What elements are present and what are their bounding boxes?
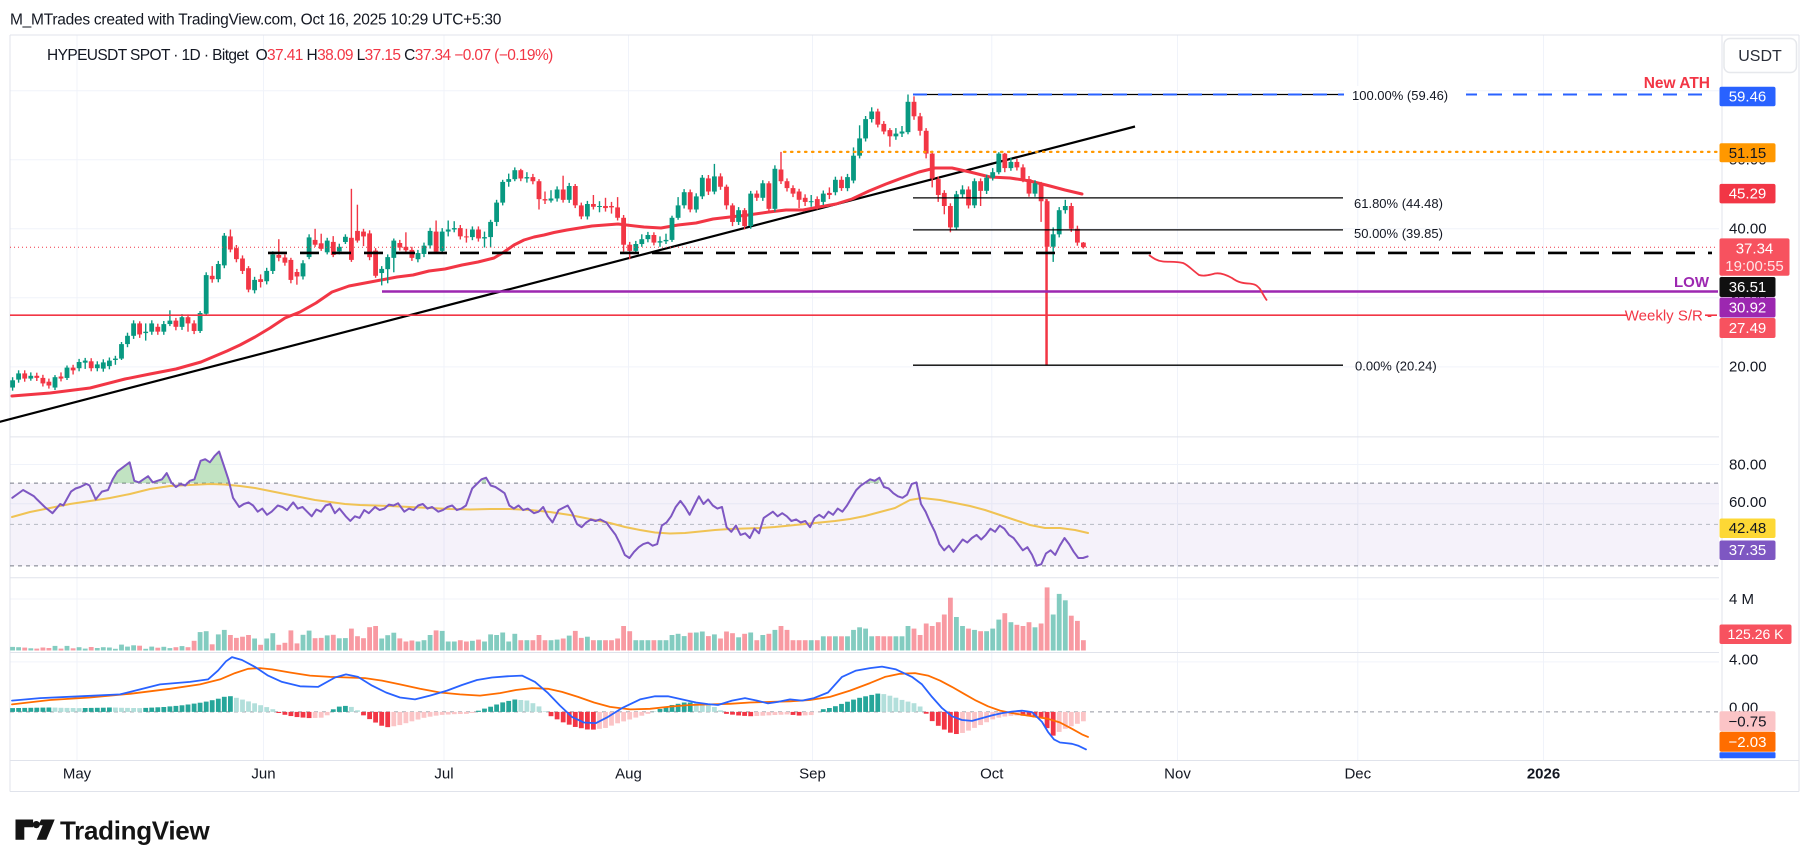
svg-text:Jun: Jun (251, 766, 275, 783)
svg-text:0.00% (20.24): 0.00% (20.24) (1355, 359, 1437, 374)
svg-text:59.46: 59.46 (1729, 89, 1767, 106)
svg-text:80.00: 80.00 (1729, 456, 1767, 473)
svg-text:New ATH: New ATH (1644, 75, 1710, 92)
svg-text:42.48: 42.48 (1729, 520, 1767, 537)
svg-text:M_MTrades created with Trading: M_MTrades created with TradingView.com, … (10, 12, 502, 29)
svg-text:−2.03: −2.03 (1729, 734, 1767, 751)
svg-text:2026: 2026 (1527, 766, 1560, 783)
svg-text:61.80% (44.48): 61.80% (44.48) (1354, 196, 1443, 211)
svg-text:4 M: 4 M (1729, 591, 1754, 608)
svg-text:50.00% (39.85): 50.00% (39.85) (1354, 226, 1443, 241)
svg-text:27.49: 27.49 (1729, 320, 1767, 337)
svg-text:Nov: Nov (1164, 766, 1191, 783)
svg-text:Sep: Sep (799, 766, 826, 783)
svg-text:Dec: Dec (1344, 766, 1371, 783)
svg-text:Aug: Aug (615, 766, 642, 783)
svg-text:−0.75: −0.75 (1729, 713, 1767, 730)
svg-text:51.15: 51.15 (1729, 145, 1767, 162)
svg-text:37.35: 37.35 (1729, 542, 1767, 559)
svg-text:Jul: Jul (434, 766, 453, 783)
svg-text:HYPEUSDT SPOT · 1D · Bitget O: HYPEUSDT SPOT · 1D · Bitget O37.41 H38.0… (47, 47, 553, 64)
svg-text:Oct: Oct (980, 766, 1004, 783)
svg-text:36.51: 36.51 (1729, 279, 1767, 296)
svg-text:Weekly S/R -: Weekly S/R - (1625, 308, 1712, 325)
svg-text:4.00: 4.00 (1729, 652, 1758, 669)
svg-text:TradingView: TradingView (60, 816, 210, 846)
svg-text:USDT: USDT (1738, 48, 1782, 65)
svg-text:40.00: 40.00 (1729, 221, 1767, 238)
svg-text:30.92: 30.92 (1729, 300, 1767, 317)
svg-text:100.00% (59.46): 100.00% (59.46) (1352, 88, 1448, 103)
svg-text:125.26 K: 125.26 K (1727, 626, 1784, 642)
svg-text:45.29: 45.29 (1729, 186, 1767, 203)
svg-text:LOW: LOW (1674, 274, 1710, 291)
svg-text:60.00: 60.00 (1729, 494, 1767, 511)
svg-text:19:00:55: 19:00:55 (1725, 258, 1783, 275)
svg-text:37.34: 37.34 (1736, 241, 1774, 258)
svg-text:20.00: 20.00 (1729, 359, 1767, 376)
svg-text:May: May (63, 766, 92, 783)
